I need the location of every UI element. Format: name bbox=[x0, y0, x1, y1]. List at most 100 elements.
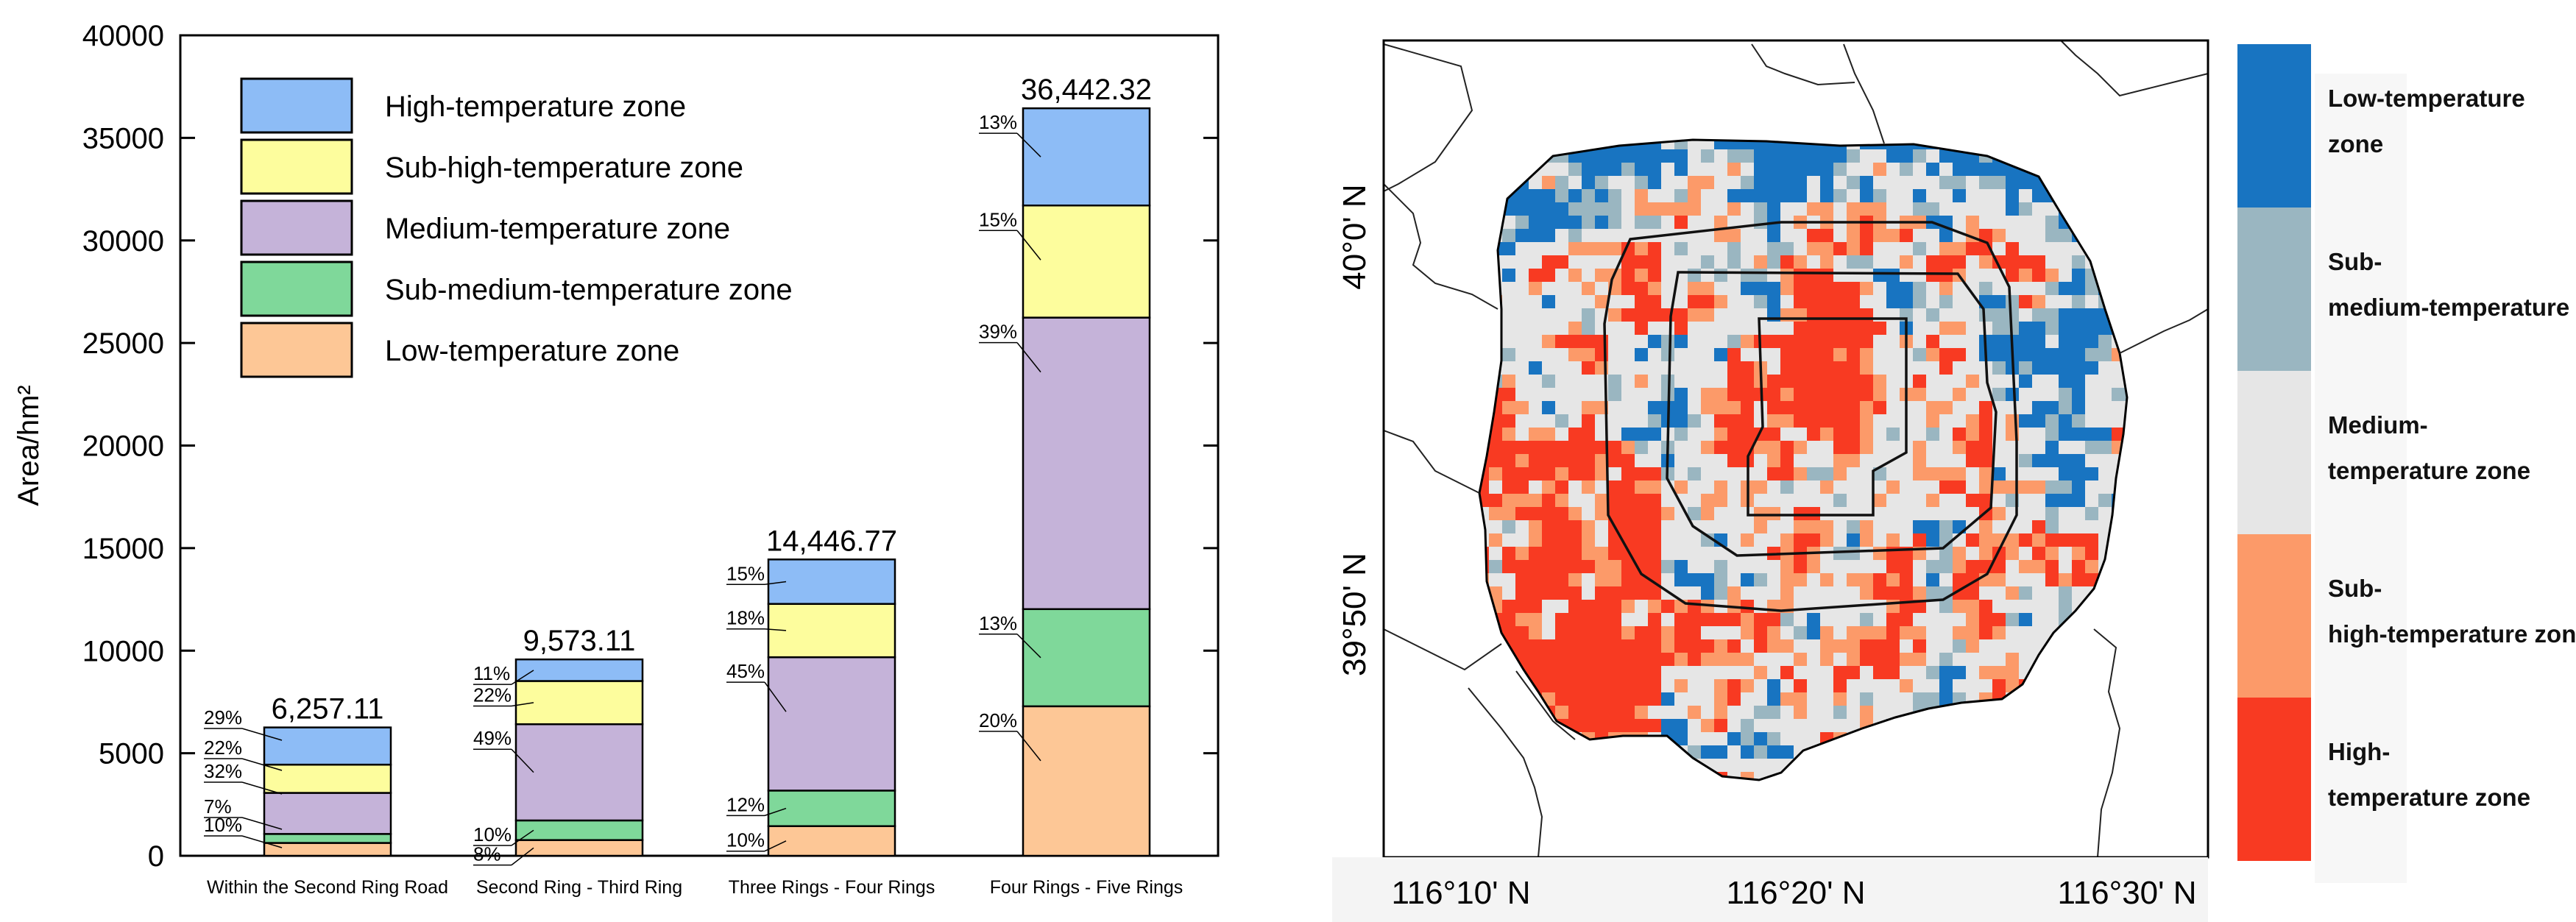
temperature-cell bbox=[1568, 494, 1582, 508]
temperature-cell bbox=[1674, 361, 1688, 375]
temperature-cell bbox=[2112, 388, 2126, 402]
temperature-cell bbox=[1608, 626, 1622, 640]
temperature-cell bbox=[1674, 732, 1688, 746]
temperature-cell bbox=[1979, 613, 1993, 627]
temperature-cell bbox=[1873, 520, 1887, 534]
label-leader-line bbox=[511, 670, 534, 685]
temperature-cell bbox=[1582, 202, 1596, 216]
temperature-cell bbox=[1727, 140, 1741, 150]
temperature-cell bbox=[1529, 586, 1543, 600]
temperature-cell bbox=[1939, 269, 1953, 283]
temperature-cell bbox=[1688, 653, 1702, 667]
temperature-cell bbox=[1979, 216, 1993, 230]
temperature-cell bbox=[1714, 560, 1728, 574]
temperature-cell bbox=[1992, 520, 2006, 534]
temperature-cell bbox=[1807, 229, 1821, 243]
temperature-cell bbox=[1621, 600, 1635, 614]
temperature-cell bbox=[1820, 176, 1834, 190]
temperature-cell bbox=[1502, 547, 1516, 561]
temperature-cell bbox=[2032, 560, 2046, 574]
temperature-cell bbox=[1621, 401, 1635, 415]
temperature-cell bbox=[1833, 613, 1847, 627]
temperature-cell bbox=[1794, 348, 1808, 362]
temperature-cell bbox=[1648, 653, 1662, 667]
temperature-cell bbox=[1953, 322, 1967, 336]
temperature-cell bbox=[1727, 202, 1741, 216]
temperature-cell bbox=[1608, 719, 1622, 733]
temperature-cell bbox=[1582, 269, 1596, 283]
temperature-cell bbox=[2032, 401, 2046, 415]
temperature-cell bbox=[1529, 454, 1543, 468]
temperature-cell bbox=[1979, 282, 1993, 296]
temperature-cell bbox=[1767, 745, 1781, 759]
temperature-cell bbox=[1608, 414, 1622, 428]
temperature-cell bbox=[1582, 600, 1596, 614]
temperature-cell bbox=[1608, 507, 1622, 521]
temperature-cell bbox=[1727, 375, 1741, 389]
temperature-cell bbox=[2059, 335, 2073, 349]
temperature-cell bbox=[1582, 414, 1596, 428]
map-legend-label-line: high-temperature zone bbox=[2328, 620, 2576, 648]
temperature-cell bbox=[1635, 441, 1649, 455]
temperature-cell bbox=[2019, 494, 2033, 508]
temperature-cell bbox=[1926, 375, 1940, 389]
temperature-cell bbox=[2045, 507, 2059, 521]
temperature-cell bbox=[1860, 666, 1874, 680]
stacked-bar-chart: 0500010000150002000025000300003500040000… bbox=[13, 20, 1220, 898]
temperature-cell bbox=[1688, 375, 1702, 389]
temperature-cell bbox=[1674, 560, 1688, 574]
temperature-cell bbox=[1833, 586, 1847, 600]
temperature-cell bbox=[1741, 428, 1755, 442]
temperature-cell bbox=[1966, 428, 1980, 442]
temperature-cell bbox=[2072, 480, 2086, 494]
temperature-cell bbox=[1939, 573, 1953, 587]
temperature-cell bbox=[1674, 533, 1688, 547]
temperature-cell bbox=[2045, 600, 2059, 614]
temperature-cell bbox=[1913, 414, 1927, 428]
temperature-cell bbox=[1833, 255, 1847, 269]
temperature-cell bbox=[1953, 335, 1967, 349]
temperature-cell bbox=[2032, 348, 2046, 362]
temperature-cell bbox=[1688, 613, 1702, 627]
temperature-cell bbox=[1886, 533, 1900, 547]
temperature-cell bbox=[2085, 348, 2099, 362]
temperature-cell bbox=[1635, 507, 1649, 521]
temperature-cell bbox=[1714, 401, 1728, 415]
temperature-cell bbox=[1555, 388, 1569, 402]
temperature-cell bbox=[1727, 520, 1741, 534]
temperature-cell bbox=[1701, 719, 1715, 733]
temperature-cell bbox=[1754, 600, 1768, 614]
temperature-cell bbox=[1688, 216, 1702, 230]
temperature-cell bbox=[1992, 626, 2006, 640]
temperature-cell bbox=[1780, 613, 1794, 627]
temperature-cell bbox=[1780, 573, 1794, 587]
temperature-cell bbox=[1767, 441, 1781, 455]
temperature-cell bbox=[2098, 428, 2112, 442]
temperature-cell bbox=[1542, 428, 1556, 442]
temperature-cell bbox=[2112, 401, 2126, 415]
temperature-cell bbox=[1992, 613, 2006, 627]
temperature-cell bbox=[1833, 467, 1847, 481]
temperature-cell bbox=[2032, 308, 2046, 322]
temperature-cell bbox=[1767, 163, 1781, 177]
temperature-cell bbox=[1780, 176, 1794, 190]
temperature-cell bbox=[2059, 494, 2073, 508]
temperature-cell bbox=[1502, 560, 1516, 574]
temperature-cell bbox=[2098, 414, 2112, 428]
temperature-cell bbox=[1926, 242, 1940, 256]
temperature-cell bbox=[1966, 282, 1980, 296]
bar-segment bbox=[1022, 107, 1151, 207]
temperature-cell bbox=[1515, 533, 1529, 547]
temperature-cell bbox=[1794, 573, 1808, 587]
temperature-cell bbox=[1674, 335, 1688, 349]
temperature-cell bbox=[1608, 149, 1622, 163]
temperature-cell bbox=[1847, 428, 1861, 442]
temperature-cell bbox=[1807, 653, 1821, 667]
temperature-cell bbox=[1900, 242, 1914, 256]
temperature-cell bbox=[1582, 679, 1596, 693]
temperature-cell bbox=[1515, 202, 1529, 216]
temperature-cell bbox=[1926, 507, 1940, 521]
temperature-cell bbox=[1913, 494, 1927, 508]
temperature-cell bbox=[1979, 401, 1993, 415]
temperature-cell bbox=[1754, 666, 1768, 680]
